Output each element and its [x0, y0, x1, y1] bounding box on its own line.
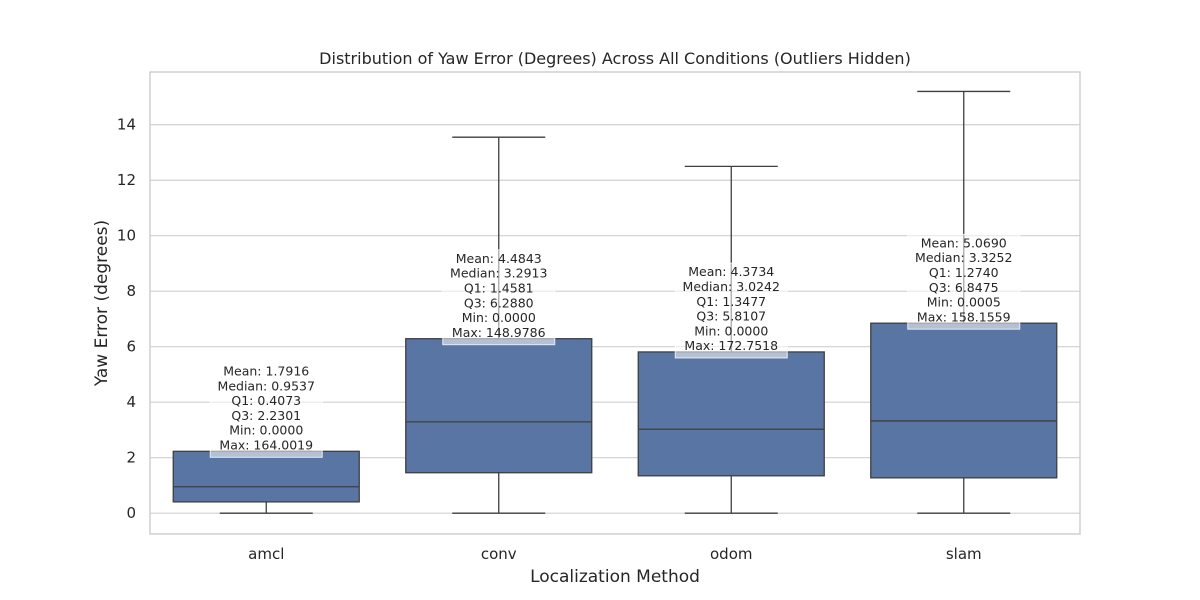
annotation-line: Min: 0.0000	[694, 323, 768, 338]
annotation-line: Median: 3.2913	[450, 266, 547, 281]
annotation-line: Q1: 1.3477	[696, 294, 766, 309]
y-tick-label: 2	[126, 449, 136, 467]
annotation-line: Q1: 1.4581	[464, 281, 534, 296]
annotation-line: Median: 0.9537	[218, 378, 315, 393]
y-tick-label: 8	[126, 282, 136, 300]
iqr-box	[172, 450, 360, 503]
x-tick-labels: amcl conv odom slam	[248, 545, 982, 563]
iqr-box	[405, 338, 593, 474]
x-tick-label-conv: conv	[481, 545, 517, 563]
annotation-line: Min: 0.0000	[229, 423, 303, 438]
annotation-background	[209, 362, 323, 458]
plot-frame	[149, 71, 1081, 535]
y-tick-label: 6	[126, 338, 136, 356]
y-tick-label: 10	[117, 227, 136, 245]
annotation-line: Mean: 1.7916	[223, 364, 309, 379]
annotation-line: Q3: 6.2880	[464, 295, 534, 310]
annotation-line: Max: 164.0019	[219, 438, 313, 453]
x-tick-label-odom: odom	[710, 545, 753, 563]
annotation-line: Max: 172.7518	[684, 338, 778, 353]
y-axis-title: Yaw Error (degrees)	[92, 220, 112, 387]
x-axis-title: Localization Method	[530, 567, 700, 587]
annotation-line: Min: 0.0005	[927, 295, 1001, 310]
annotation-line: Q3: 6.8475	[929, 280, 999, 295]
y-tick-label: 14	[117, 116, 136, 134]
iqr-box	[637, 351, 825, 477]
x-tick-label-slam: slam	[946, 545, 982, 563]
annotation-background	[674, 262, 788, 359]
annotation-line: Min: 0.0000	[462, 310, 536, 325]
annotation-line: Max: 158.1559	[917, 309, 1011, 324]
annotation-line: Q3: 2.2301	[231, 408, 301, 423]
y-tick-label: 0	[126, 504, 136, 522]
box-series	[172, 90, 1058, 514]
box-odom	[637, 165, 825, 514]
annotation-line: Q1: 0.4073	[231, 393, 301, 408]
annotation-line: Q3: 5.8107	[696, 309, 766, 324]
box-slam	[870, 90, 1058, 514]
annotation-line: Median: 3.0242	[683, 279, 780, 294]
box-conv	[405, 136, 593, 514]
y-tick-label: 4	[126, 393, 136, 411]
chart-title: Distribution of Yaw Error (Degrees) Acro…	[319, 49, 911, 68]
iqr-box	[870, 322, 1058, 479]
annotation-line: Mean: 4.3734	[688, 264, 774, 279]
annotation-background	[907, 233, 1021, 330]
annotation-line: Median: 3.3252	[915, 250, 1012, 265]
annotation-line: Mean: 4.4843	[456, 251, 542, 266]
annotation-line: Mean: 5.0690	[921, 235, 1007, 250]
x-tick-label-amcl: amcl	[248, 545, 284, 563]
y-tick-label: 12	[117, 171, 136, 189]
annotation-line: Max: 148.9786	[452, 325, 546, 340]
annotation-line: Q1: 1.2740	[929, 265, 999, 280]
y-tick-labels: 0 2 4 6 8 10 12 14	[117, 116, 136, 522]
box-amcl	[172, 450, 360, 514]
annotation-background	[442, 249, 556, 346]
